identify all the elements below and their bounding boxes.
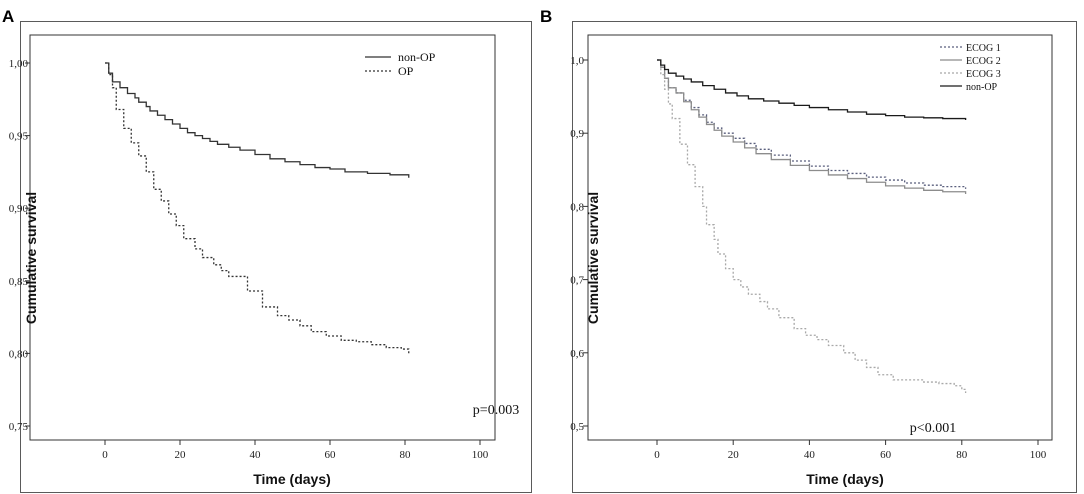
y-axis-title: Cumulative survival (23, 192, 39, 324)
legend-label: non-OP (398, 50, 436, 64)
legend-label: ECOG 2 (966, 56, 1001, 67)
p-value-annotation: p<0.001 (910, 421, 956, 436)
panel-a-label: A (2, 7, 15, 26)
y-tick-label: 0,8 (570, 201, 584, 213)
y-tick-label: 0,80 (9, 348, 29, 360)
x-tick-label: 80 (400, 449, 412, 461)
y-tick-label: 0,75 (9, 421, 29, 433)
y-tick-label: 1,0 (570, 55, 584, 67)
x-tick-label: 100 (1030, 449, 1047, 461)
y-tick-label: 0,9 (570, 128, 584, 140)
x-tick-label: 0 (102, 449, 108, 461)
y-tick-label: 1,00 (9, 58, 29, 70)
y-tick-label: 0,85 (9, 276, 29, 288)
x-tick-label: 60 (880, 449, 892, 461)
panel-a-frame (20, 21, 532, 493)
series-line-non-op (105, 62, 410, 178)
x-tick-label: 60 (325, 449, 337, 461)
p-value-annotation: p=0.003 (473, 403, 519, 418)
y-axis-title: Cumulative survival (585, 192, 601, 324)
y-tick-label: 0,95 (9, 131, 29, 143)
x-tick-label: 40 (250, 449, 262, 461)
x-tick-label: 80 (956, 449, 968, 461)
series-line-ecog-3 (657, 59, 967, 394)
series-line-ecog-1 (657, 59, 967, 189)
x-tick-label: 100 (472, 449, 489, 461)
plot-area (587, 34, 1053, 441)
legend-label: ECOG 1 (966, 43, 1001, 54)
x-tick-label: 20 (728, 449, 740, 461)
x-tick-label: 0 (654, 449, 660, 461)
series-line-non-op (657, 59, 967, 121)
x-tick-label: 40 (804, 449, 816, 461)
x-tick-label: 20 (175, 449, 187, 461)
series-line-ecog-2 (657, 59, 967, 194)
y-tick-label: 0,7 (570, 275, 584, 287)
panel-b-label: B (540, 7, 553, 26)
legend-label: non-OP (966, 82, 998, 93)
series-line-op (105, 62, 410, 354)
legend-label: ECOG 3 (966, 69, 1001, 80)
y-tick-label: 0,5 (570, 421, 584, 433)
legend-label: OP (398, 64, 414, 78)
panel-b-frame (572, 21, 1077, 493)
y-tick-label: 0,6 (570, 348, 584, 360)
x-axis-title: Time (days) (806, 471, 884, 487)
x-axis-title: Time (days) (253, 471, 331, 487)
y-tick-label: 0,90 (9, 203, 29, 215)
plot-area (29, 34, 496, 441)
